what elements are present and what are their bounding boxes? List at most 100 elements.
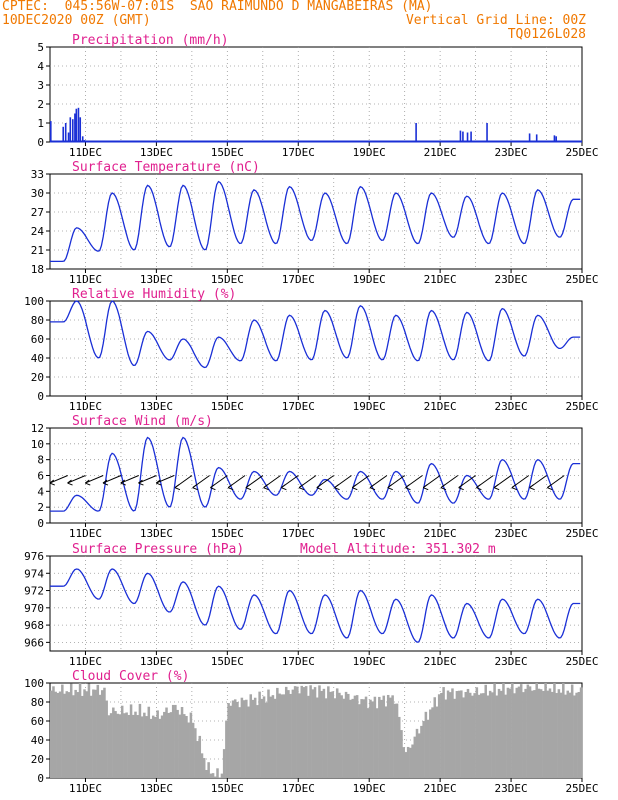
cloud-bar	[76, 692, 80, 778]
panel-subtitle: Model Altitude: 351.302 m	[300, 542, 496, 557]
cloud-bar	[333, 698, 337, 778]
cloud-bar	[222, 749, 226, 778]
y-tick-label: 21	[31, 244, 44, 257]
x-tick-label: 15DEC	[211, 273, 244, 286]
cloud-bar	[455, 691, 459, 778]
cloud-bar	[293, 686, 297, 778]
wind-vector-head	[511, 484, 518, 491]
precip-bar	[459, 130, 462, 142]
y-tick-label: 6	[37, 470, 44, 483]
precip-bar	[528, 133, 531, 142]
wind-vector-head	[440, 484, 447, 491]
wind-vector-head	[174, 484, 181, 491]
x-tick-label: 25DEC	[565, 655, 598, 668]
cloud-bar	[371, 701, 374, 778]
cloud-bar	[298, 693, 301, 778]
x-tick-label: 21DEC	[424, 146, 457, 159]
cloud-bar	[249, 694, 253, 778]
cloud-bar	[550, 691, 554, 778]
wind-vector	[102, 475, 122, 484]
cloud-bar	[156, 710, 159, 778]
cloud-bar	[311, 689, 315, 778]
cloud-bar	[138, 703, 142, 778]
wind-vector-head	[369, 484, 376, 491]
cloud-bar	[242, 700, 246, 778]
cloud-bar	[174, 704, 177, 778]
cloud-bar	[347, 693, 350, 778]
x-tick-label: 17DEC	[282, 655, 315, 668]
x-tick-label: 21DEC	[424, 400, 457, 413]
series-line	[50, 436, 581, 512]
cloud-bar	[424, 711, 428, 778]
cloud-bar	[433, 697, 436, 778]
cloud-bar	[575, 692, 578, 778]
cloud-bar	[191, 722, 195, 778]
cloud-bar	[220, 773, 224, 778]
x-tick-label: 23DEC	[495, 273, 528, 286]
cloud-bar	[344, 691, 348, 778]
cloud-bar	[276, 687, 279, 778]
y-tick-label: 60	[31, 715, 44, 728]
wind-vector-head	[387, 484, 393, 491]
cloud-bar	[316, 697, 319, 778]
cloud-bar	[185, 715, 188, 778]
y-tick-label: 4	[37, 60, 44, 73]
cloud-bar	[280, 694, 284, 778]
cloud-bar	[63, 693, 66, 778]
cloud-bar	[351, 698, 354, 778]
cloud-bar	[72, 695, 75, 778]
cloud-bar	[349, 699, 352, 778]
cloud-bar	[364, 696, 368, 778]
cloud-bar	[477, 694, 481, 778]
x-tick-label: 15DEC	[211, 400, 244, 413]
cloud-bar	[282, 694, 286, 778]
cloud-bar	[202, 758, 206, 778]
cloud-bar	[318, 685, 321, 778]
header-location: CPTEC: 045:56W-07:01S SAO RAIMUNDO D MAN…	[2, 0, 433, 14]
cloud-bar	[112, 707, 115, 778]
cloud-bar	[566, 690, 569, 778]
cloud-bar	[216, 768, 219, 778]
cloud-bar	[267, 689, 270, 778]
cloud-bar	[100, 690, 104, 778]
cloud-bar	[304, 686, 308, 778]
x-tick-label: 15DEC	[211, 527, 244, 540]
wind-vector-head	[120, 479, 126, 486]
wind-vector-head	[529, 484, 535, 491]
cloud-bar	[422, 721, 425, 778]
cloud-bar	[253, 697, 257, 778]
cloud-bar	[163, 711, 166, 778]
wind-vector-head	[138, 479, 144, 486]
header-grid-note: Vertical Grid Line: 00Z	[405, 13, 586, 28]
x-tick-label: 19DEC	[353, 655, 386, 668]
cloud-bar	[273, 698, 277, 778]
cloud-bar	[513, 693, 516, 778]
cloud-bar	[160, 715, 164, 778]
cloud-bar	[542, 690, 545, 778]
x-tick-label: 17DEC	[282, 273, 315, 286]
cloud-bar	[211, 773, 215, 778]
cloud-bar	[555, 693, 558, 778]
wind-vector-head	[84, 479, 91, 486]
x-tick-label: 17DEC	[282, 782, 315, 795]
wind-vector	[85, 475, 104, 484]
header-model-id: TQ0126L028	[507, 27, 586, 42]
wind-vector-head	[245, 484, 252, 491]
precip-bar	[67, 132, 70, 142]
precip-bar	[64, 123, 67, 142]
cloud-bar	[327, 686, 330, 778]
wind-vector-head	[476, 484, 482, 491]
cloud-bar	[151, 715, 155, 778]
precip-bar	[486, 123, 488, 142]
cloud-bar	[92, 689, 95, 778]
cloud-bar	[147, 706, 151, 778]
x-tick-label: 13DEC	[140, 655, 173, 668]
precip-bar	[462, 131, 464, 142]
cloud-bar	[132, 714, 135, 778]
cloud-bar	[531, 690, 534, 778]
cloud-bar	[94, 689, 97, 778]
cloud-bar	[127, 714, 131, 778]
x-tick-label: 13DEC	[140, 782, 173, 795]
y-tick-label: 60	[31, 333, 44, 346]
x-tick-label: 23DEC	[495, 655, 528, 668]
